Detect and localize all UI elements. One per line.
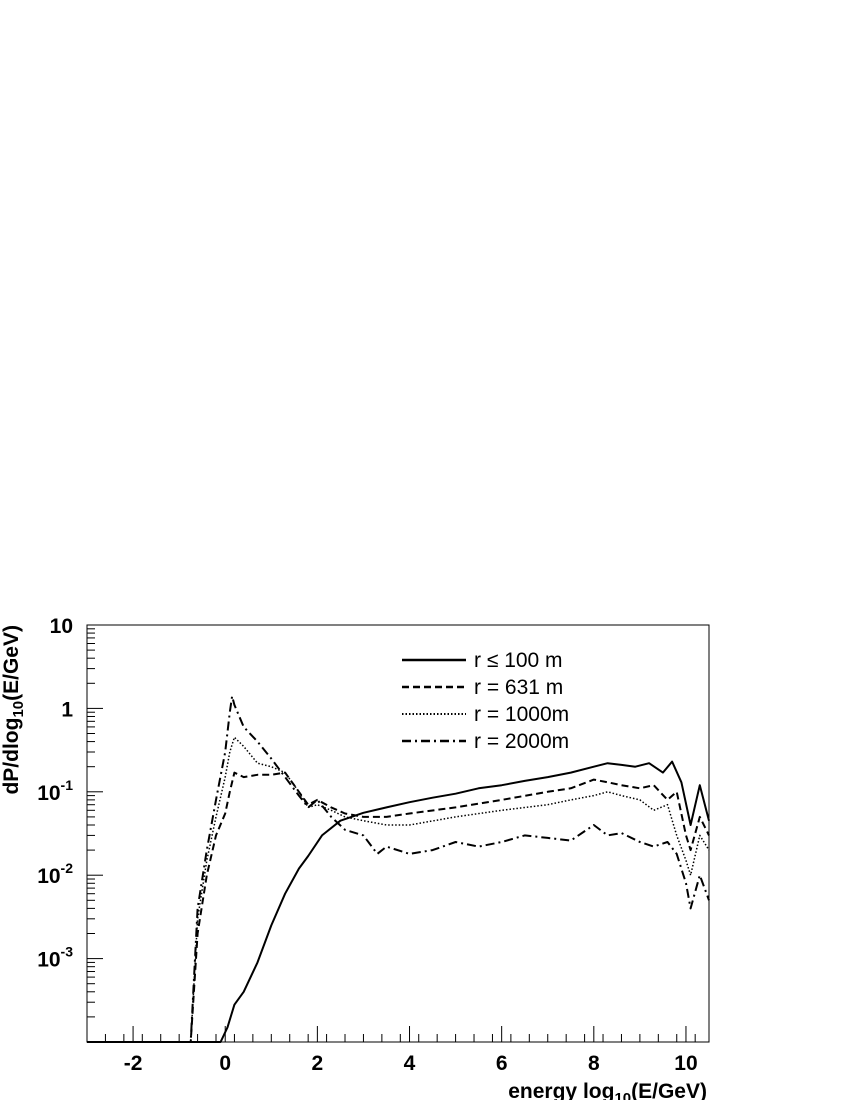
x-axis-title-end: (E/GeV) xyxy=(631,1080,707,1100)
y-tick-label: 10-2 xyxy=(37,860,73,888)
series-line xyxy=(87,760,710,1043)
legend-label: r = 2000m xyxy=(474,730,569,753)
x-tick-label: 2 xyxy=(312,1052,324,1075)
legend-label: r = 1000m xyxy=(474,703,569,726)
series-line xyxy=(87,771,710,1043)
y-tick-exponent: -3 xyxy=(61,944,74,960)
legend: r ≤ 100 m r = 631 m r = 1000m r = 2000m xyxy=(402,649,569,753)
x-tick-label: 8 xyxy=(588,1052,600,1075)
x-axis-title: energy log10(E/GeV) xyxy=(508,1080,707,1100)
y-tick-exponent: -1 xyxy=(61,777,74,793)
legend-label: r ≤ 100 m xyxy=(474,649,563,672)
y-tick-label: 1 xyxy=(61,698,73,721)
x-tick-label: 4 xyxy=(404,1052,416,1075)
y-tick-base: 10 xyxy=(37,782,60,805)
x-tick-label: 6 xyxy=(496,1052,508,1075)
x-tick-label: 0 xyxy=(219,1052,231,1075)
series-line xyxy=(87,736,710,1043)
y-tick-exponent: -2 xyxy=(61,860,74,876)
x-axis-title-main: energy log xyxy=(508,1080,614,1100)
y-tick-label: 10-3 xyxy=(37,944,73,972)
legend-label: r = 631 m xyxy=(474,676,563,699)
y-axis-title: dP/dlog10(E/GeV) xyxy=(0,625,27,795)
x-axis-title-sub: 10 xyxy=(614,1090,631,1100)
y-axis-title-end: (E/GeV) xyxy=(0,625,23,701)
series-group xyxy=(87,695,710,1043)
y-tick-base: 1 xyxy=(61,698,73,721)
x-tick-label: 10 xyxy=(674,1052,697,1075)
minor-ticks xyxy=(86,628,696,1042)
y-tick-label: 10-1 xyxy=(37,777,73,805)
y-axis-title-sub: 10 xyxy=(10,701,27,718)
series-line xyxy=(87,695,710,1043)
y-axis-title-main: dP/dlog xyxy=(0,718,23,795)
x-ticks: -2 0 2 4 6 8 10 xyxy=(124,1026,698,1075)
y-tick-base: 10 xyxy=(50,615,73,638)
y-tick-base: 10 xyxy=(37,949,60,972)
x-tick-label: -2 xyxy=(124,1052,143,1075)
y-tick-label: 10 xyxy=(50,615,73,638)
y-tick-base: 10 xyxy=(37,865,60,888)
